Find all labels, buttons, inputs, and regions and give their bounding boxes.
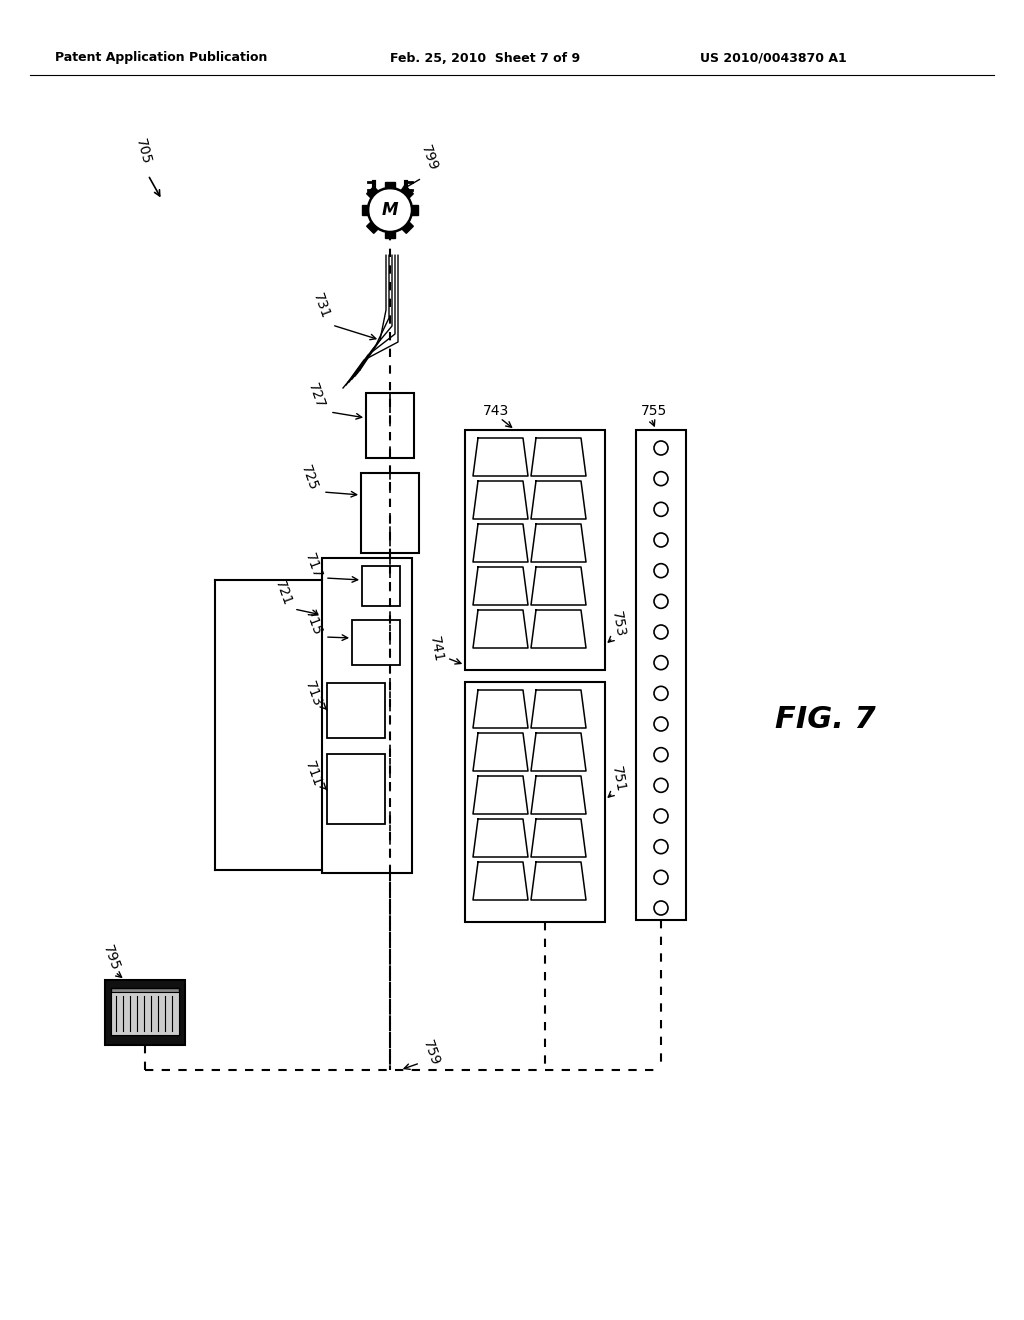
Polygon shape [385, 232, 395, 238]
Bar [327, 754, 385, 824]
Bar [465, 682, 605, 921]
Bar [136, 995, 140, 1020]
Bar [366, 393, 414, 458]
Bar [115, 995, 119, 1020]
Bar [157, 995, 161, 1020]
Polygon shape [367, 186, 378, 198]
Polygon shape [402, 186, 414, 198]
Polygon shape [412, 205, 418, 215]
Text: 731: 731 [310, 292, 332, 321]
Bar [352, 620, 400, 665]
Text: 705: 705 [133, 137, 154, 166]
Text: Patent Application Publication: Patent Application Publication [55, 51, 267, 65]
Text: 751: 751 [609, 764, 628, 793]
Text: 713: 713 [302, 680, 325, 709]
Text: 795: 795 [100, 944, 122, 973]
Bar [171, 995, 175, 1020]
Text: 753: 753 [609, 610, 628, 638]
Text: FIG. 7: FIG. 7 [775, 705, 876, 734]
Bar [164, 995, 168, 1020]
Bar [636, 430, 686, 920]
Bar [111, 987, 179, 1035]
Bar [105, 979, 185, 1045]
Bar [150, 995, 154, 1020]
Text: 711: 711 [302, 759, 325, 789]
Bar [362, 566, 400, 606]
Text: 727: 727 [305, 381, 327, 411]
Polygon shape [362, 205, 368, 215]
Text: 755: 755 [641, 404, 668, 418]
Bar [122, 995, 126, 1020]
Text: 717: 717 [302, 552, 325, 581]
Text: 721: 721 [272, 578, 294, 609]
Polygon shape [402, 222, 414, 234]
Text: 741: 741 [427, 635, 445, 663]
Bar [143, 995, 147, 1020]
Text: 743: 743 [483, 404, 509, 418]
Text: 759: 759 [420, 1039, 442, 1068]
Bar [361, 473, 419, 553]
Bar [322, 558, 412, 873]
Bar [327, 682, 385, 738]
Text: M: M [382, 201, 398, 219]
Polygon shape [385, 182, 395, 187]
Bar [111, 993, 179, 1035]
Bar [129, 995, 133, 1020]
Bar [465, 430, 605, 671]
Text: 715: 715 [302, 609, 325, 638]
Text: 799: 799 [418, 144, 440, 173]
Polygon shape [367, 222, 378, 234]
Text: Feb. 25, 2010  Sheet 7 of 9: Feb. 25, 2010 Sheet 7 of 9 [390, 51, 581, 65]
Text: 725: 725 [298, 463, 321, 492]
Text: US 2010/0043870 A1: US 2010/0043870 A1 [700, 51, 847, 65]
